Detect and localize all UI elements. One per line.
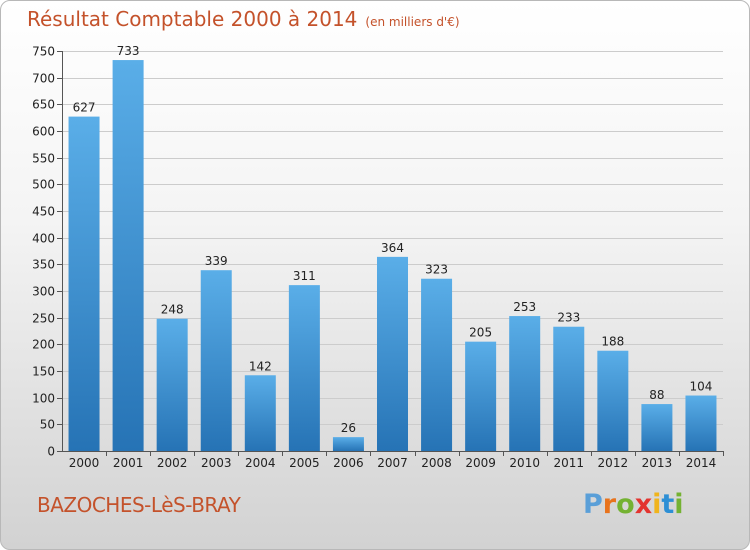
logo-letter: o [616, 489, 635, 520]
proxiti-logo[interactable]: Proxiti [583, 489, 684, 520]
x-tick-label: 2005 [289, 456, 320, 470]
y-tick-label: 600 [32, 125, 55, 139]
y-tick-label: 500 [32, 178, 55, 192]
logo-letter: x [634, 489, 653, 520]
y-tick-label: 100 [32, 392, 55, 406]
y-tick-label: 700 [32, 72, 55, 86]
logo-letter: t [661, 489, 675, 520]
x-tick-label: 2014 [686, 456, 717, 470]
bar-value-label: 104 [690, 380, 713, 394]
y-tick-label: 250 [32, 312, 55, 326]
bar [641, 404, 673, 451]
bar-value-label: 88 [649, 388, 664, 402]
bar-value-label: 188 [601, 335, 624, 349]
chart-title: Résultat Comptable 2000 à 2014 (en millie… [27, 7, 460, 31]
y-tick-label: 400 [32, 232, 55, 246]
bar [200, 270, 232, 451]
bar [553, 326, 585, 451]
bar-value-label: 233 [557, 311, 580, 325]
y-tick-label: 150 [32, 365, 55, 379]
bar [377, 256, 408, 451]
y-tick-label: 550 [32, 152, 55, 166]
x-tick-label: 2007 [377, 456, 408, 470]
x-tick-label: 2013 [642, 456, 673, 470]
bar-value-label: 253 [513, 300, 536, 314]
bar [465, 341, 497, 451]
bar [112, 60, 144, 452]
x-tick-label: 2001 [113, 456, 144, 470]
y-tick-label: 450 [32, 205, 55, 219]
bar [156, 318, 188, 451]
y-tick-label: 300 [32, 285, 55, 299]
chart-subtitle: (en milliers d'€) [365, 15, 460, 29]
x-tick-label: 2003 [201, 456, 232, 470]
x-tick-label: 2009 [465, 456, 496, 470]
bar-value-label: 311 [293, 269, 316, 283]
bars [68, 60, 717, 452]
logo-letter: i [652, 489, 662, 520]
x-tick-labels: 2000 2001 2002 2003 2004 2005 2006 2007 2008 2009… [69, 456, 716, 470]
logo-letter: i [674, 489, 684, 520]
location-name: BAZOCHES-LèS-BRAY [37, 493, 241, 517]
x-tick-label: 2012 [598, 456, 629, 470]
bar-value-label: 323 [425, 263, 448, 277]
bar-value-label: 733 [117, 44, 140, 58]
x-tick-label: 2002 [157, 456, 188, 470]
y-tick-label: 650 [32, 98, 55, 112]
bar-value-label: 26 [341, 421, 356, 435]
bar [421, 278, 453, 451]
axes [57, 51, 724, 456]
x-tick-label: 2011 [553, 456, 584, 470]
x-tick-label: 2008 [421, 456, 452, 470]
bar [509, 316, 541, 451]
bar [244, 375, 276, 451]
y-tick-label: 200 [32, 338, 55, 352]
y-tick-label: 50 [40, 418, 55, 432]
x-tick-label: 2000 [69, 456, 100, 470]
bar-value-label: 205 [469, 326, 492, 340]
bar [685, 395, 717, 451]
y-tick-label: 0 [47, 445, 55, 459]
bar-value-label: 248 [161, 303, 184, 317]
bar-value-label: 364 [381, 241, 404, 255]
bar [288, 285, 320, 451]
logo-letter: r [602, 489, 617, 520]
bar-value-label: 142 [249, 359, 272, 373]
x-tick-label: 2006 [333, 456, 364, 470]
x-tick-label: 2004 [245, 456, 276, 470]
chart-title-text: Résultat Comptable 2000 à 2014 [27, 7, 358, 31]
bar-labels: 627 733 248 339 142 311 26 364 323 205 253 233 188 88… [73, 44, 713, 435]
bar-value-label: 339 [205, 254, 228, 268]
x-tick-label: 2010 [509, 456, 540, 470]
bar [68, 116, 100, 451]
bar-value-label: 627 [73, 101, 96, 115]
logo-letter: P [583, 489, 603, 520]
bar [332, 437, 364, 451]
y-tick-label: 750 [32, 45, 55, 59]
y-tick-label: 350 [32, 258, 55, 272]
bar [597, 350, 629, 451]
y-tick-labels: 0 50 100 150 200 250 300 350 400 450 500 550 600 650 7… [32, 45, 55, 459]
